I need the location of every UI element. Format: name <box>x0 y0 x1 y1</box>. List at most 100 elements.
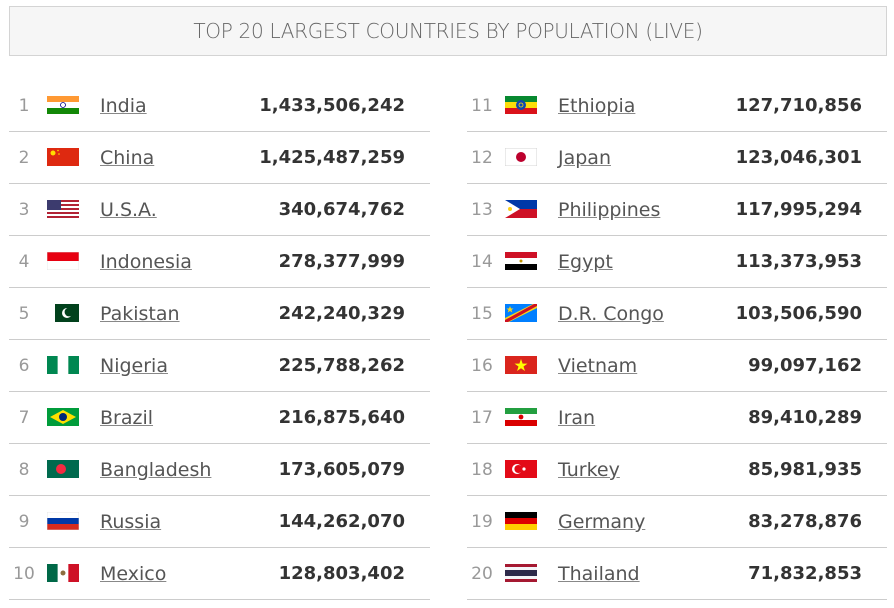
country-link[interactable]: Russia <box>100 511 162 533</box>
rank: 4 <box>18 252 30 272</box>
population: 85,981,935 <box>748 459 862 480</box>
population: 216,875,640 <box>278 407 405 428</box>
population: 103,506,590 <box>735 303 862 324</box>
flag-icon <box>47 148 79 166</box>
country-link[interactable]: Philippines <box>558 199 661 221</box>
population: 144,262,070 <box>278 511 405 532</box>
rank: 6 <box>18 356 30 376</box>
rank: 12 <box>471 148 493 168</box>
flag-icon <box>47 96 79 114</box>
table-row: 7 Brazil 216,875,640 <box>9 392 430 444</box>
rank: 16 <box>471 356 493 376</box>
country-link[interactable]: Indonesia <box>100 251 192 273</box>
header-title: TOP 20 LARGEST COUNTRIES BY POPULATION (… <box>9 6 887 56</box>
population: 113,373,953 <box>735 251 862 272</box>
country-link[interactable]: India <box>100 95 147 117</box>
population: 83,278,876 <box>748 511 862 532</box>
rank: 11 <box>471 96 493 116</box>
population: 1,425,487,259 <box>259 147 405 168</box>
table-row: 17 Iran 89,410,289 <box>467 392 887 444</box>
country-link[interactable]: Egypt <box>558 251 613 273</box>
table-row: 10 Mexico 128,803,402 <box>9 548 430 600</box>
country-link[interactable]: Brazil <box>100 407 154 429</box>
population: 89,410,289 <box>748 407 862 428</box>
population: 173,605,079 <box>278 459 405 480</box>
rank: 18 <box>471 460 493 480</box>
population: 242,240,329 <box>278 303 405 324</box>
table-row: 11 Ethiopia 127,710,856 <box>467 80 887 132</box>
population: 71,832,853 <box>748 563 862 584</box>
population: 128,803,402 <box>278 563 405 584</box>
population: 1,433,506,242 <box>259 95 405 116</box>
flag-icon <box>47 460 79 478</box>
rank: 8 <box>18 460 30 480</box>
flag-icon <box>505 512 537 530</box>
flag-icon <box>47 200 79 218</box>
rank: 20 <box>471 564 493 584</box>
rank: 10 <box>13 564 35 584</box>
country-link[interactable]: D.R. Congo <box>558 303 664 325</box>
table-row: 3 U.S.A. 340,674,762 <box>9 184 430 236</box>
country-link[interactable]: Nigeria <box>100 355 168 377</box>
rank: 19 <box>471 512 493 532</box>
country-link[interactable]: China <box>100 147 155 169</box>
table-row: 1 India 1,433,506,242 <box>9 80 430 132</box>
table-row: 2 China 1,425,487,259 <box>9 132 430 184</box>
population: 99,097,162 <box>748 355 862 376</box>
flag-icon <box>505 460 537 478</box>
table-row: 16 Vietnam 99,097,162 <box>467 340 887 392</box>
rank: 9 <box>18 512 30 532</box>
flag-icon <box>505 408 537 426</box>
country-link[interactable]: Turkey <box>558 459 620 481</box>
country-link[interactable]: Japan <box>558 147 611 169</box>
country-link[interactable]: Pakistan <box>100 303 180 325</box>
rank: 17 <box>471 408 493 428</box>
population: 117,995,294 <box>735 199 862 220</box>
population: 340,674,762 <box>278 199 405 220</box>
table-row: 6 Nigeria 225,788,262 <box>9 340 430 392</box>
country-link[interactable]: Vietnam <box>558 355 638 377</box>
table-row: 13 Philippines 117,995,294 <box>467 184 887 236</box>
population: 123,046,301 <box>735 147 862 168</box>
population: 127,710,856 <box>735 95 862 116</box>
table-row: 18 Turkey 85,981,935 <box>467 444 887 496</box>
rank: 7 <box>18 408 30 428</box>
population: 278,377,999 <box>278 251 405 272</box>
table-row: 20 Thailand 71,832,853 <box>467 548 887 600</box>
table-row: 14 Egypt 113,373,953 <box>467 236 887 288</box>
table-row: 12 Japan 123,046,301 <box>467 132 887 184</box>
rank: 14 <box>471 252 493 272</box>
rank: 15 <box>471 304 493 324</box>
table-row: 15 D.R. Congo 103,506,590 <box>467 288 887 340</box>
country-link[interactable]: U.S.A. <box>100 199 157 221</box>
table-row: 8 Bangladesh 173,605,079 <box>9 444 430 496</box>
rank: 1 <box>18 96 30 116</box>
table-row: 4 Indonesia 278,377,999 <box>9 236 430 288</box>
country-link[interactable]: Bangladesh <box>100 459 212 481</box>
flag-icon <box>505 148 537 166</box>
flag-icon <box>47 408 79 426</box>
country-link[interactable]: Thailand <box>558 563 640 585</box>
country-link[interactable]: Germany <box>558 511 646 533</box>
flag-icon <box>505 252 537 270</box>
rank: 2 <box>18 148 30 168</box>
flag-icon <box>47 512 79 530</box>
flag-icon <box>47 304 79 322</box>
flag-icon <box>505 96 537 114</box>
table-row: 5 Pakistan 242,240,329 <box>9 288 430 340</box>
flag-icon <box>47 356 79 374</box>
flag-icon <box>505 200 537 218</box>
flag-icon <box>505 304 537 322</box>
flag-icon <box>505 356 537 374</box>
flag-icon <box>505 564 537 582</box>
country-link[interactable]: Iran <box>558 407 596 429</box>
table-row: 19 Germany 83,278,876 <box>467 496 887 548</box>
flag-icon <box>47 564 79 582</box>
country-link[interactable]: Ethiopia <box>558 95 636 117</box>
table-row: 9 Russia 144,262,070 <box>9 496 430 548</box>
population: 225,788,262 <box>278 355 405 376</box>
flag-icon <box>47 252 79 270</box>
country-link[interactable]: Mexico <box>100 563 167 585</box>
rank: 3 <box>18 200 30 220</box>
